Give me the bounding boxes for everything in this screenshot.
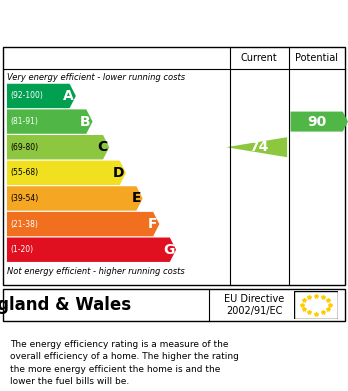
Text: 90: 90 [307, 115, 326, 129]
Text: Current: Current [241, 53, 278, 63]
Text: (1-20): (1-20) [10, 245, 33, 254]
Text: England & Wales: England & Wales [0, 296, 131, 314]
Text: B: B [80, 115, 91, 129]
Text: C: C [97, 140, 108, 154]
Polygon shape [7, 237, 176, 262]
Text: G: G [163, 243, 174, 257]
Text: (81-91): (81-91) [10, 117, 38, 126]
Text: E: E [132, 192, 141, 205]
Text: The energy efficiency rating is a measure of the
overall efficiency of a home. T: The energy efficiency rating is a measur… [10, 340, 239, 386]
Polygon shape [7, 135, 109, 160]
Polygon shape [7, 84, 76, 108]
Text: (69-80): (69-80) [10, 143, 39, 152]
Polygon shape [291, 111, 348, 132]
Polygon shape [7, 212, 159, 236]
Text: (55-68): (55-68) [10, 169, 39, 178]
Text: Potential: Potential [295, 53, 338, 63]
Text: Not energy efficient - higher running costs: Not energy efficient - higher running co… [7, 267, 185, 276]
Text: (92-100): (92-100) [10, 91, 43, 100]
Text: (21-38): (21-38) [10, 220, 38, 229]
Text: D: D [113, 166, 124, 180]
Text: F: F [148, 217, 158, 231]
Text: (39-54): (39-54) [10, 194, 39, 203]
Text: EU Directive
2002/91/EC: EU Directive 2002/91/EC [224, 294, 284, 316]
Polygon shape [7, 161, 126, 185]
Text: Energy Efficiency Rating: Energy Efficiency Rating [50, 13, 298, 32]
Polygon shape [7, 186, 143, 211]
Text: 74: 74 [250, 140, 269, 154]
Text: Very energy efficient - lower running costs: Very energy efficient - lower running co… [7, 73, 185, 82]
Polygon shape [226, 137, 287, 157]
Polygon shape [7, 109, 93, 134]
Text: A: A [63, 89, 74, 103]
